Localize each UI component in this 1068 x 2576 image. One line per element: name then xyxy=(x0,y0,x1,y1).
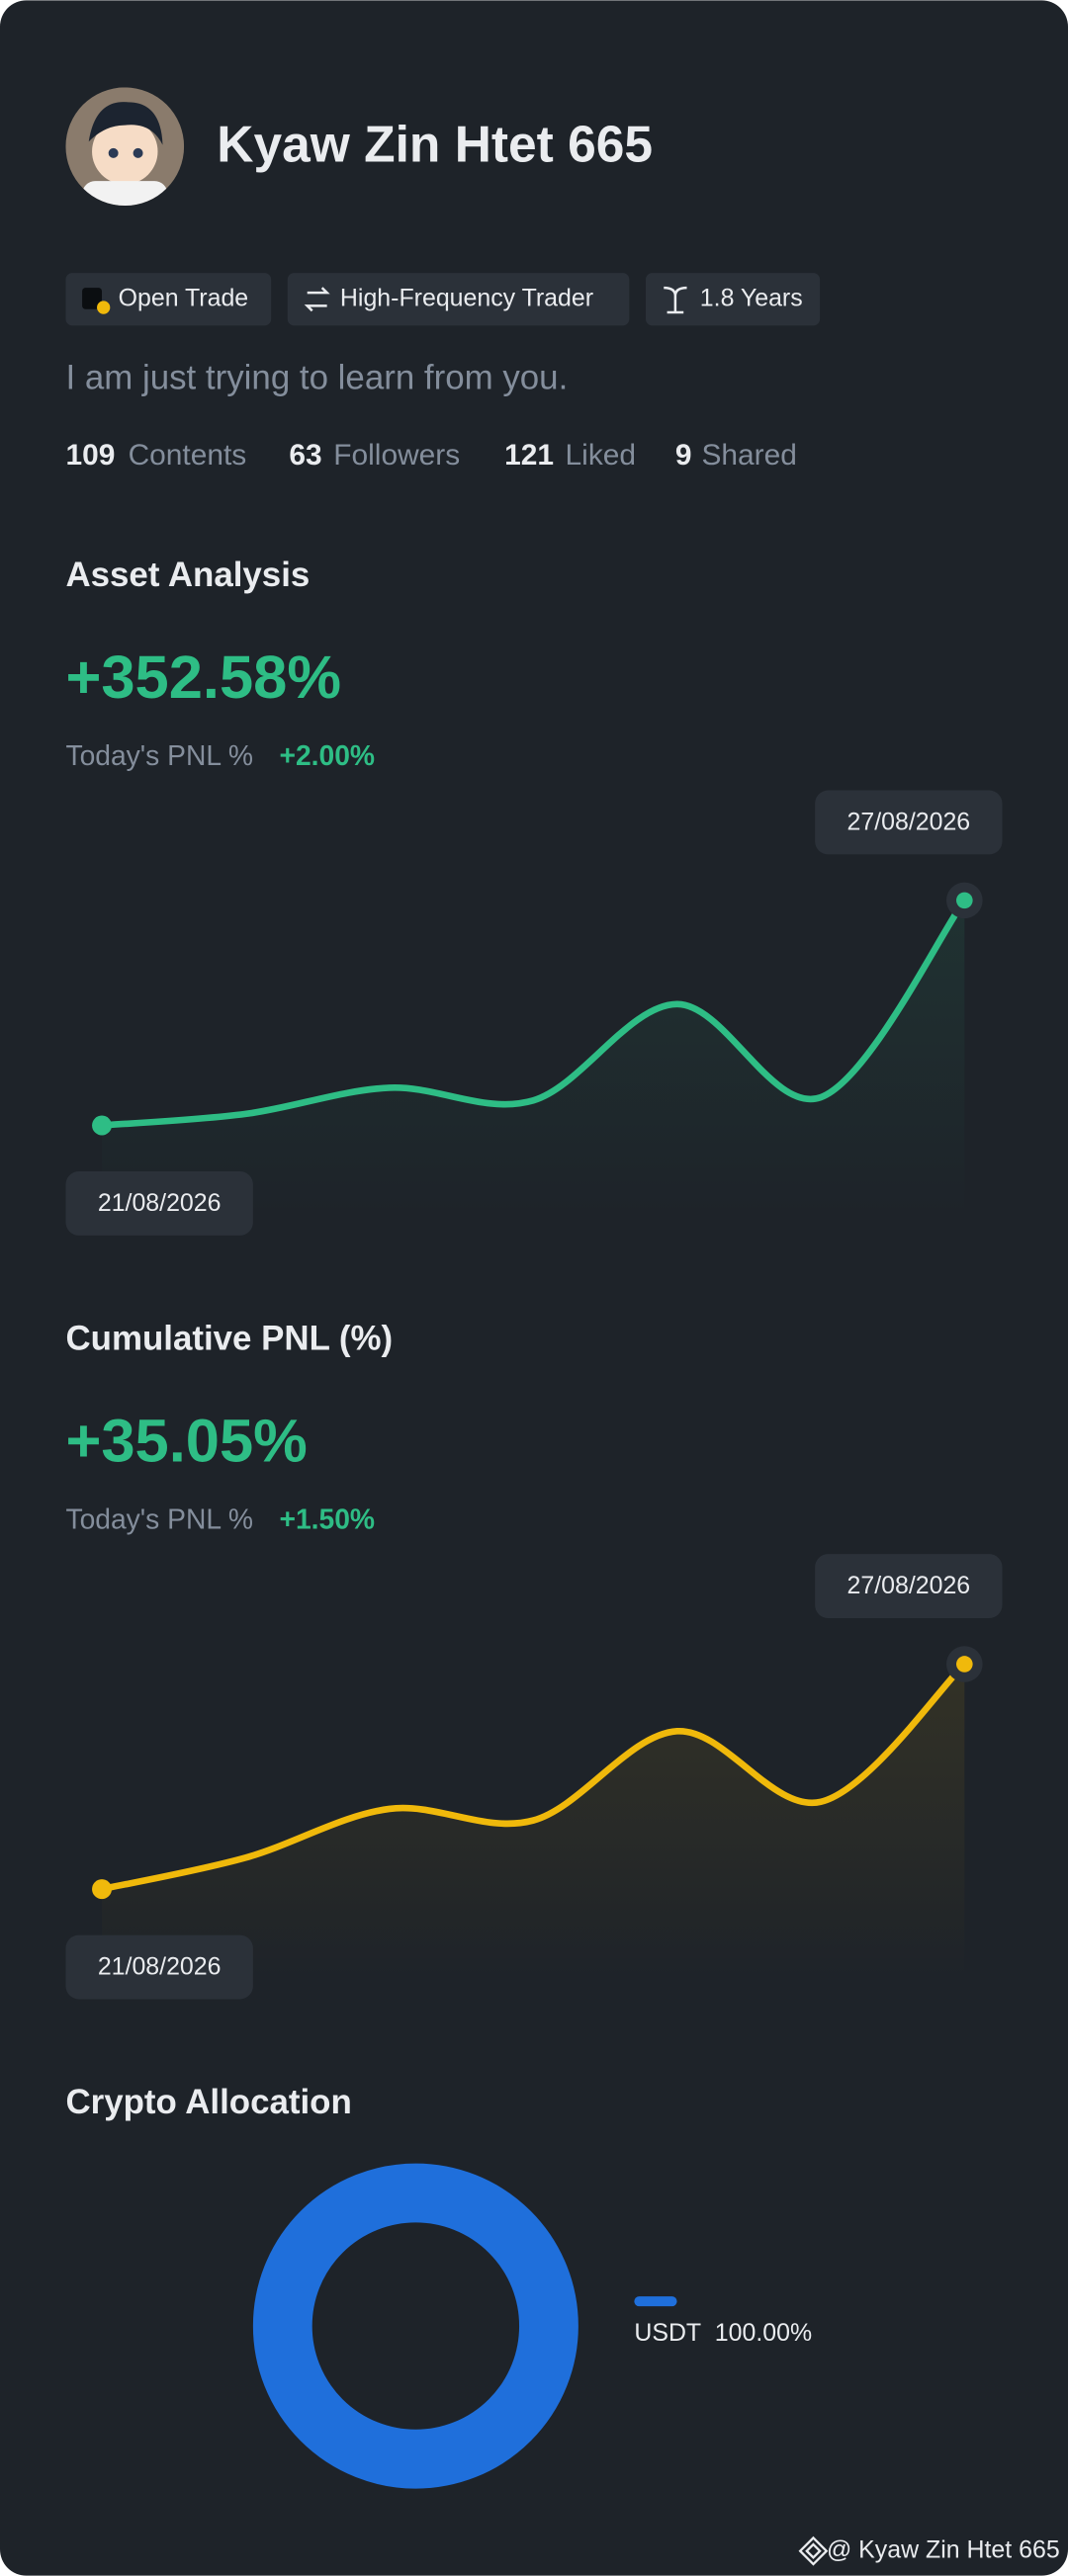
today-label: Today's PNL % xyxy=(65,1503,253,1534)
user-name: Kyaw Zin Htet 665 xyxy=(217,116,653,173)
stat-label[interactable]: Contents xyxy=(129,439,247,472)
date-bubble xyxy=(65,1934,253,2000)
total-value: +35.05% xyxy=(65,1408,307,1476)
stat-label[interactable]: Followers xyxy=(333,439,460,472)
line-chart: 27/08/2026 21/08/2026 xyxy=(65,1554,1003,2000)
tag: Open Trade xyxy=(65,273,272,326)
start-date: 21/08/2026 xyxy=(98,1189,222,1217)
footer: @ Kyaw Zin Htet 665 xyxy=(798,2535,1060,2566)
start-point xyxy=(92,1115,112,1136)
legend-value: 100.00% xyxy=(715,2319,812,2347)
section-title: Cumulative PNL (%) xyxy=(65,1319,393,1357)
stat-label[interactable]: Shared xyxy=(701,439,796,472)
date-bubble xyxy=(815,790,1003,855)
section-title: Asset Analysis xyxy=(65,556,310,594)
date-bubble xyxy=(815,1554,1003,1618)
tag-label: Open Trade xyxy=(119,284,249,311)
tag-label: High-Frequency Trader xyxy=(340,284,593,311)
tag-label: 1.8 Years xyxy=(700,284,803,311)
start-date: 21/08/2026 xyxy=(98,1952,222,1980)
legend-swatch xyxy=(634,2296,677,2307)
start-point xyxy=(92,1879,112,1900)
area xyxy=(102,900,965,1216)
bio: I am just trying to learn from you. xyxy=(65,358,568,396)
avatar[interactable] xyxy=(65,87,185,214)
date-bubble xyxy=(65,1171,253,1236)
section-title: Crypto Allocation xyxy=(65,2083,351,2121)
end-date: 27/08/2026 xyxy=(847,808,971,835)
line-chart: 27/08/2026 21/08/2026 xyxy=(65,790,1003,1236)
today-value: +1.50% xyxy=(279,1503,375,1534)
today-value: +2.00% xyxy=(279,739,375,771)
stat-value: 9 xyxy=(675,439,692,472)
today-label: Today's PNL % xyxy=(65,739,253,771)
line xyxy=(98,1661,968,1893)
footer-text: @ Kyaw Zin Htet 665 xyxy=(827,2535,1060,2563)
end-date: 27/08/2026 xyxy=(847,1572,971,1599)
stat-value: 121 xyxy=(504,439,554,472)
stat-value: 109 xyxy=(65,439,115,472)
end-point xyxy=(956,1656,973,1673)
donut-segment xyxy=(252,2163,578,2489)
stat-label[interactable]: Liked xyxy=(566,439,636,472)
tag: 1.8 Years xyxy=(645,273,821,326)
tag: High-Frequency Trader xyxy=(287,273,630,326)
legend-name: USDT xyxy=(634,2319,701,2347)
donut-chart: USDT 100.00% xyxy=(252,2163,812,2489)
stat-value: 63 xyxy=(289,439,321,472)
total-value: +352.58% xyxy=(65,644,341,712)
end-point xyxy=(956,892,973,909)
line xyxy=(98,897,968,1129)
